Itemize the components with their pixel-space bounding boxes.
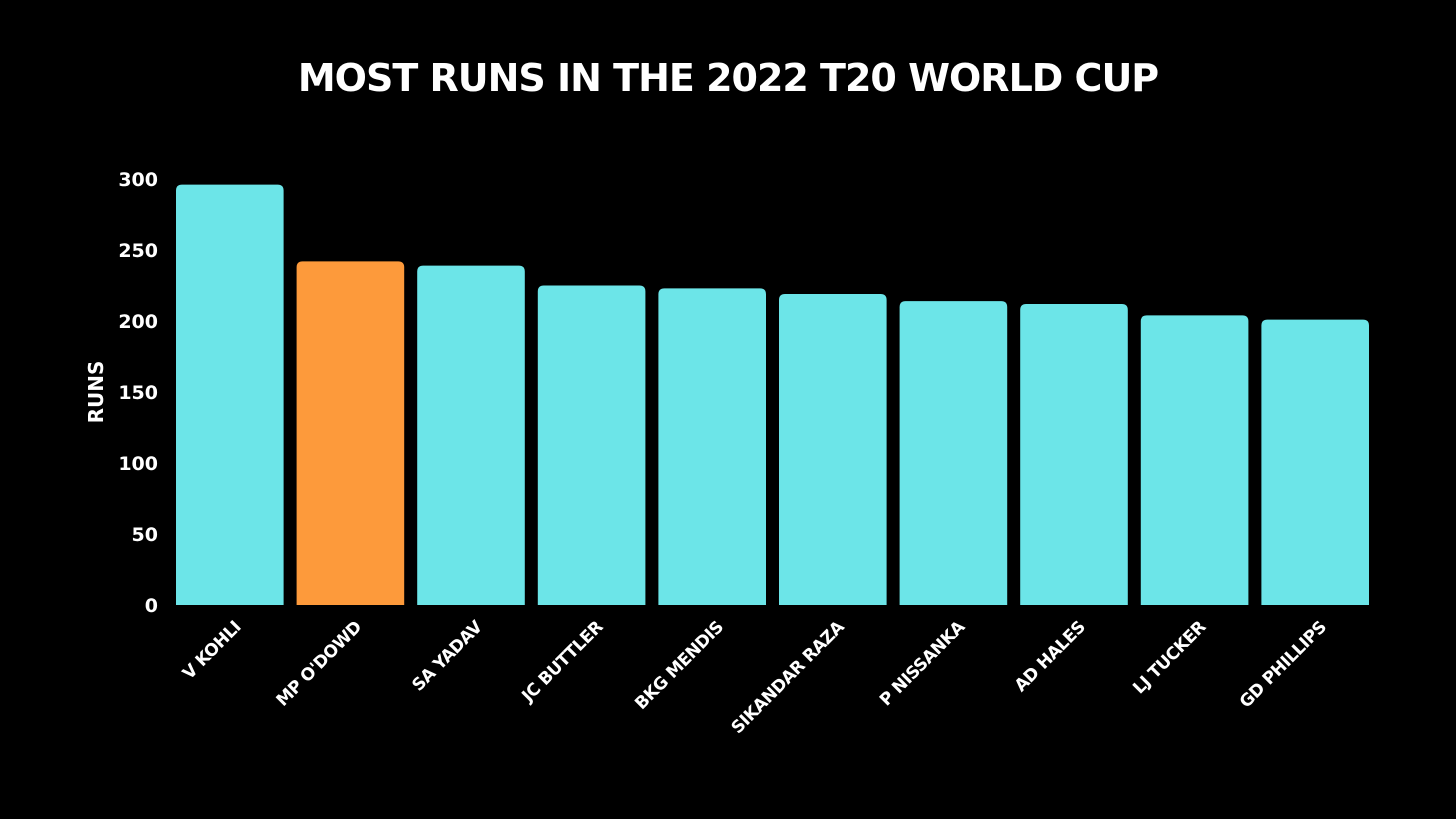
bar bbox=[1261, 319, 1369, 605]
y-tick-label: 100 bbox=[118, 453, 158, 475]
bar bbox=[176, 184, 284, 605]
y-axis-label: RUNS bbox=[84, 361, 108, 424]
x-tick-label: SIKANDAR RAZA bbox=[728, 616, 850, 738]
x-tick-label: MP O'DOWD bbox=[273, 617, 367, 711]
bars-group bbox=[176, 184, 1369, 605]
chart-title: MOST RUNS IN THE 2022 T20 WORLD CUP bbox=[297, 56, 1159, 100]
bar bbox=[899, 301, 1008, 605]
y-axis-ticks: 0 50 100 150 200 250 300 bbox=[118, 169, 158, 617]
bar bbox=[658, 288, 766, 605]
x-tick-label: BKG MENDIS bbox=[631, 617, 727, 713]
y-tick-label: 150 bbox=[118, 382, 158, 404]
x-tick-label: P NISSANKA bbox=[876, 616, 970, 710]
y-tick-label: 200 bbox=[118, 311, 158, 333]
y-tick-label: 0 bbox=[145, 595, 158, 617]
x-tick-label: GD PHILLIPS bbox=[1236, 617, 1331, 712]
x-tick-label: SA YADAV bbox=[408, 616, 487, 695]
bar bbox=[1020, 303, 1128, 605]
x-axis-labels: V KOHLI MP O'DOWD SA YADAV JC BUTTLER BKG ME… bbox=[179, 616, 1331, 738]
x-tick-label: LJ TUCKER bbox=[1129, 617, 1210, 698]
y-tick-label: 300 bbox=[118, 169, 158, 191]
bar bbox=[1140, 315, 1249, 605]
y-tick-label: 250 bbox=[118, 240, 158, 262]
bar bbox=[417, 265, 525, 605]
bar bbox=[296, 261, 405, 605]
x-tick-label: AD HALES bbox=[1011, 617, 1090, 696]
bar bbox=[779, 294, 887, 605]
x-tick-label: V KOHLI bbox=[179, 617, 245, 683]
bar bbox=[537, 285, 646, 605]
x-tick-label: JC BUTTLER bbox=[518, 617, 608, 707]
y-tick-label: 50 bbox=[132, 524, 158, 546]
